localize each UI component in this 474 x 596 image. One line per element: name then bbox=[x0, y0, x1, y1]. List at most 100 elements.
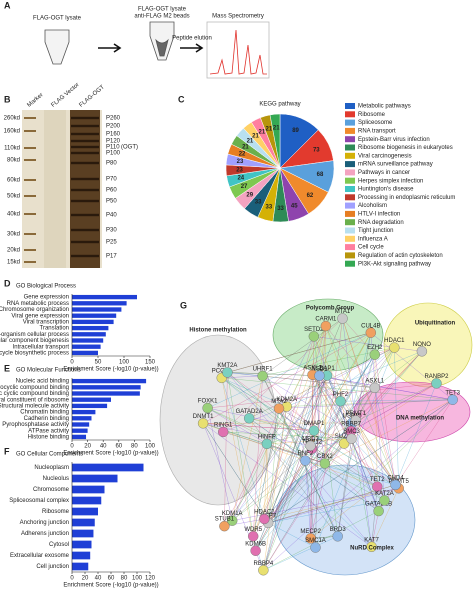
node-label: BAP1 bbox=[319, 366, 335, 372]
edge bbox=[262, 375, 352, 432]
edge bbox=[232, 375, 263, 521]
node bbox=[227, 515, 238, 526]
node bbox=[346, 433, 357, 444]
spectrum bbox=[209, 29, 267, 75]
edge bbox=[324, 399, 453, 464]
edge bbox=[224, 406, 287, 527]
edge bbox=[268, 406, 287, 523]
node-label: HINFP bbox=[258, 434, 276, 440]
protein-band bbox=[71, 116, 99, 120]
bar bbox=[72, 428, 88, 433]
category-label: Pyrophosphatase activity bbox=[2, 422, 69, 428]
legend-swatch bbox=[345, 111, 355, 118]
edge bbox=[371, 511, 379, 547]
edge bbox=[264, 488, 399, 520]
x-tick-label: 40 bbox=[95, 576, 102, 582]
slice-label: 33 bbox=[277, 206, 284, 212]
tube bbox=[44, 29, 70, 65]
legend-label: HTLV-I infection bbox=[358, 211, 400, 217]
legend-label: Viral carcinogenesis bbox=[358, 153, 412, 159]
node bbox=[305, 440, 316, 452]
node-label: RNF2 bbox=[297, 451, 313, 457]
edge bbox=[324, 463, 379, 512]
edge bbox=[264, 332, 371, 520]
legend-swatch bbox=[345, 244, 355, 251]
bar bbox=[72, 518, 95, 527]
edge bbox=[268, 347, 395, 524]
edge bbox=[352, 383, 437, 424]
edge bbox=[312, 374, 453, 400]
band-label: P30 bbox=[106, 228, 117, 234]
node bbox=[308, 331, 320, 342]
edge bbox=[325, 325, 399, 489]
band-label: P40 bbox=[106, 213, 117, 219]
bar bbox=[72, 463, 144, 472]
x-tick-label: 120 bbox=[145, 576, 156, 582]
x-tick-label: 60 bbox=[115, 444, 122, 450]
category-label: Chromosome organization bbox=[0, 307, 69, 313]
edge bbox=[355, 351, 423, 421]
bar bbox=[72, 416, 92, 421]
node bbox=[320, 320, 332, 332]
node-label: KDM2A bbox=[276, 397, 297, 403]
edge bbox=[266, 443, 372, 547]
edge bbox=[232, 387, 375, 521]
bar bbox=[72, 540, 92, 549]
edge bbox=[374, 354, 396, 485]
band-label: P17 bbox=[106, 254, 117, 260]
category-label: Chromosome bbox=[33, 487, 70, 493]
category-label: Organic cyclic compound binding bbox=[0, 391, 69, 397]
edge bbox=[207, 332, 371, 409]
category-label: Extracellular exosome bbox=[10, 553, 70, 559]
node bbox=[222, 367, 233, 378]
marker-label: 160kd bbox=[4, 129, 20, 135]
edge bbox=[394, 347, 399, 489]
band-label: P70 bbox=[106, 177, 117, 183]
node-label: PRMT1 bbox=[346, 411, 367, 417]
category-label: RNA metabolic process bbox=[7, 301, 69, 307]
workflow-label: FLAG-OGT lysate bbox=[33, 16, 82, 22]
slice-label: 45 bbox=[291, 204, 298, 210]
legend-swatch bbox=[345, 144, 355, 151]
edge bbox=[207, 407, 233, 521]
edge bbox=[227, 332, 371, 373]
node-label: KAT2A bbox=[375, 491, 394, 497]
band-label: P120 bbox=[106, 139, 121, 145]
edge bbox=[266, 443, 325, 464]
cluster-label: Ubiquitination bbox=[415, 321, 456, 327]
legend-swatch bbox=[345, 210, 355, 217]
node-label: TET2 bbox=[370, 477, 385, 483]
node bbox=[300, 455, 311, 466]
band-label: P100 bbox=[106, 151, 121, 157]
x-tick-label: 20 bbox=[84, 444, 91, 450]
edge bbox=[350, 431, 372, 547]
protein-band bbox=[71, 124, 99, 128]
node-label: CBX2 bbox=[317, 454, 333, 460]
cluster-label: Histone methylation bbox=[189, 328, 247, 334]
edge bbox=[305, 460, 316, 548]
edge bbox=[324, 347, 395, 464]
edge bbox=[312, 374, 345, 444]
node-label: WDR5 bbox=[244, 527, 262, 533]
bar bbox=[72, 313, 117, 318]
edge bbox=[266, 375, 320, 444]
category-label: Heterocycle biosynthetic process bbox=[0, 350, 69, 356]
workflow-label: anti-FLAG M2 beads bbox=[134, 14, 189, 20]
legend-swatch bbox=[345, 152, 355, 159]
edge bbox=[264, 422, 353, 520]
node bbox=[218, 426, 229, 438]
x-tick-label: 0 bbox=[70, 360, 74, 366]
bar bbox=[72, 485, 105, 494]
bar bbox=[72, 562, 89, 571]
bar bbox=[72, 529, 94, 538]
edge bbox=[232, 408, 280, 521]
node bbox=[219, 520, 230, 532]
bar bbox=[72, 338, 104, 343]
edge bbox=[268, 488, 399, 524]
edge bbox=[203, 423, 372, 547]
category-label: Nucleic acid binding bbox=[16, 379, 69, 385]
node bbox=[308, 425, 320, 436]
category-label: Ribosome bbox=[42, 509, 70, 515]
workflow-label: FLAG-OGT lysate bbox=[138, 7, 187, 13]
edge bbox=[374, 354, 378, 487]
